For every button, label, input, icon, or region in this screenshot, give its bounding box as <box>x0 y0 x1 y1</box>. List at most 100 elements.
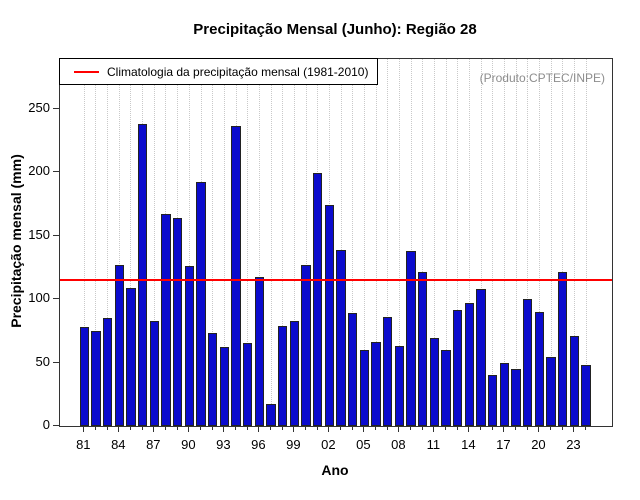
gridline-2010 <box>422 59 424 426</box>
x-tick-label-1990: 90 <box>181 437 196 452</box>
x-tick-1986 <box>141 426 143 430</box>
watermark-label: (Produto:CPTEC/INPE) <box>479 71 605 85</box>
y-tick-200 <box>53 171 59 173</box>
y-tick-50 <box>53 361 59 363</box>
y-tick-100 <box>53 298 59 299</box>
gridline-2003 <box>340 59 342 426</box>
bar-1992 <box>207 333 218 426</box>
bar-2013 <box>453 310 463 426</box>
gridline-1996 <box>258 59 260 426</box>
x-tick-label-2017: 17 <box>496 437 511 452</box>
x-tick-2005 <box>363 426 365 432</box>
bar-2024 <box>581 365 591 426</box>
x-tick-2019 <box>526 426 528 430</box>
gridline-1999 <box>293 59 295 426</box>
x-tick-1982 <box>94 426 96 430</box>
x-tick-2001 <box>316 426 318 430</box>
bar-1994 <box>231 126 241 426</box>
bar-2015 <box>476 288 486 426</box>
x-tick-1994 <box>235 426 236 430</box>
x-tick-2013 <box>456 426 458 430</box>
bar-2014 <box>464 302 475 426</box>
x-tick-1991 <box>200 426 201 430</box>
x-tick-2006 <box>375 426 377 430</box>
x-tick-2003 <box>340 426 342 430</box>
bar-2018 <box>511 368 521 426</box>
x-tick-1993 <box>223 426 225 432</box>
gridline-2011 <box>433 59 435 426</box>
x-tick-label-2020: 20 <box>531 437 546 452</box>
x-tick-1999 <box>293 426 295 432</box>
bar-2007 <box>383 316 393 426</box>
bar-2010 <box>418 272 428 426</box>
x-tick-label-1996: 96 <box>251 437 266 452</box>
bar-2019 <box>523 299 533 426</box>
x-tick-label-1999: 99 <box>286 437 301 452</box>
x-tick-label-2002: 02 <box>321 437 336 452</box>
bar-2004 <box>348 312 358 426</box>
x-tick-2007 <box>386 426 388 430</box>
bar-2017 <box>499 362 510 426</box>
gridline-1984 <box>118 59 120 426</box>
bar-2001 <box>313 173 323 426</box>
x-axis-title: Ano <box>321 462 349 478</box>
bar-2008 <box>394 346 405 426</box>
chart-title: Precipitação Mensal (Junho): Região 28 <box>193 21 477 38</box>
gridline-2014 <box>468 59 470 426</box>
gridline-2016 <box>492 59 494 426</box>
x-tick-1981 <box>83 426 85 432</box>
gridline-2022 <box>562 59 564 426</box>
x-tick-2008 <box>398 426 400 432</box>
gridline-2020 <box>538 59 540 426</box>
gridline-2008 <box>398 59 400 426</box>
bar-2003 <box>336 249 346 426</box>
bar-1986 <box>137 123 148 426</box>
x-tick-1992 <box>211 426 213 430</box>
bar-1991 <box>196 182 206 426</box>
x-tick-1985 <box>129 426 131 430</box>
x-tick-2017 <box>503 426 505 432</box>
bar-2011 <box>429 338 440 426</box>
bar-2022 <box>558 272 568 426</box>
bar-2002 <box>324 205 335 426</box>
x-tick-2009 <box>410 426 412 430</box>
x-tick-label-1984: 84 <box>111 437 126 452</box>
gridline-2021 <box>550 59 552 426</box>
bar-2005 <box>359 349 370 426</box>
gridline-1993 <box>223 59 225 426</box>
gridline-2017 <box>503 59 505 426</box>
x-tick-2023 <box>573 426 575 432</box>
gridline-2000 <box>305 59 307 426</box>
bar-2021 <box>546 357 556 426</box>
plot-area <box>59 58 613 427</box>
bar-1995 <box>242 343 253 426</box>
x-tick-1996 <box>258 426 260 432</box>
bar-1984 <box>114 264 124 426</box>
x-tick-1998 <box>281 426 283 430</box>
bar-1981 <box>79 326 89 426</box>
y-tick-150 <box>53 234 59 236</box>
bar-2023 <box>569 335 580 426</box>
gridline-1997 <box>270 59 272 426</box>
x-tick-1983 <box>106 426 108 430</box>
bar-1993 <box>219 347 230 426</box>
x-tick-1990 <box>188 426 190 432</box>
gridline-1990 <box>188 59 190 426</box>
gridline-1981 <box>83 59 85 426</box>
x-tick-label-1987: 87 <box>146 437 161 452</box>
x-tick-2016 <box>491 426 493 430</box>
y-tick-250 <box>53 107 59 109</box>
bar-1982 <box>91 330 101 426</box>
x-tick-2002 <box>328 426 330 432</box>
x-tick-2014 <box>468 426 470 432</box>
gridline-2012 <box>445 59 447 426</box>
gridline-1983 <box>107 59 109 426</box>
gridline-2019 <box>527 59 529 426</box>
legend: Climatologia da precipitação mensal (198… <box>59 58 378 85</box>
legend-label: Climatologia da precipitação mensal (198… <box>107 65 369 79</box>
bar-1996 <box>254 277 265 426</box>
gridline-1985 <box>130 59 132 426</box>
bar-1999 <box>289 320 300 426</box>
gridline-2009 <box>410 59 412 426</box>
